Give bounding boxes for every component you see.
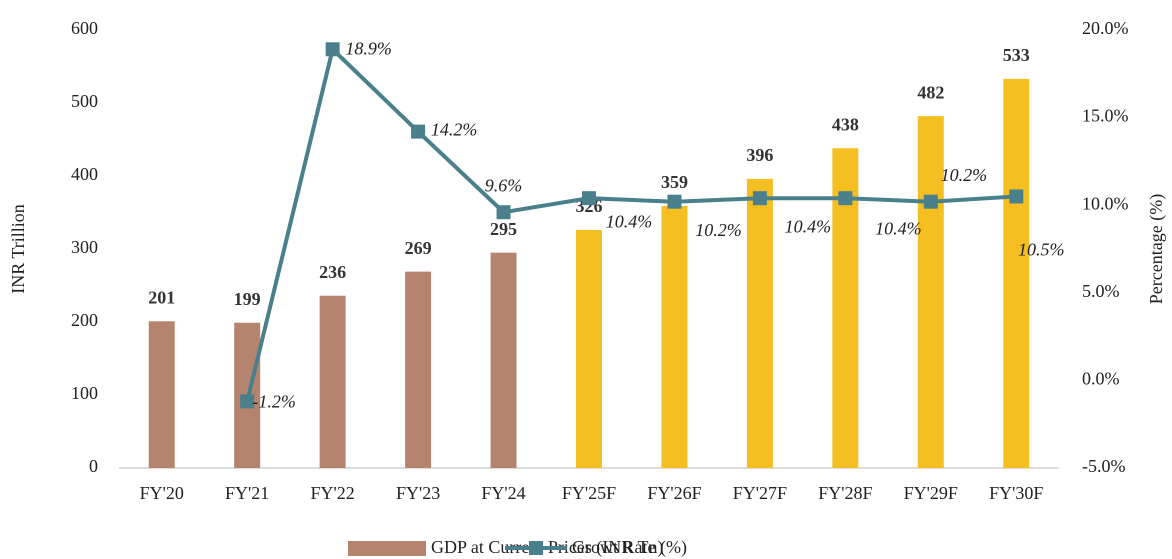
line-marker xyxy=(838,191,853,206)
y2-tick-label: 0.0% xyxy=(1082,369,1120,389)
x-tick-label: FY'26F xyxy=(647,483,701,503)
line-marker xyxy=(496,205,511,220)
bar xyxy=(1003,78,1030,468)
y-tick-label: 300 xyxy=(71,237,98,257)
y-tick-label: 100 xyxy=(71,383,98,403)
bar-value-label: 482 xyxy=(917,82,944,102)
line-marker xyxy=(582,191,596,206)
line-value-label: 10.5% xyxy=(1018,240,1065,260)
line-marker xyxy=(325,42,340,57)
y2-tick-label: -5.0% xyxy=(1082,456,1126,476)
x-tick-label: FY'20 xyxy=(140,483,184,503)
legend-label: Growt Rate (%) xyxy=(572,537,687,558)
bar-value-label: 438 xyxy=(832,114,859,134)
x-tick-label: FY'25F xyxy=(562,483,616,503)
bar-value-label: 396 xyxy=(746,145,773,165)
line-value-label: 10.4% xyxy=(875,218,922,238)
bar-value-label: 359 xyxy=(661,172,688,192)
line-value-label: 18.9% xyxy=(345,38,392,58)
x-tick-label: FY'23 xyxy=(396,483,440,503)
line-value-label: 10.4% xyxy=(785,216,832,236)
bar xyxy=(746,178,773,469)
bar xyxy=(319,295,346,468)
bar-value-label: 295 xyxy=(490,219,517,239)
x-tick-label: FY'21 xyxy=(225,483,269,503)
line-value-label: 14.2% xyxy=(431,120,478,140)
line-marker xyxy=(667,194,682,209)
y-tick-label: 200 xyxy=(71,310,98,330)
line-value-label: -1.2% xyxy=(252,392,296,412)
legend-swatch xyxy=(348,541,426,556)
line-value-label: 10.4% xyxy=(606,211,653,231)
x-tick-label: FY'24 xyxy=(481,483,525,503)
y-tick-label: 0 xyxy=(89,456,98,476)
growth-line xyxy=(245,45,1017,402)
line-value-label: 10.2% xyxy=(941,165,988,185)
y2-tick-label: 15.0% xyxy=(1082,106,1129,126)
bar xyxy=(148,321,175,468)
x-tick-label: FY'30F xyxy=(989,483,1043,503)
legend-swatch xyxy=(529,541,543,555)
bar xyxy=(661,205,688,468)
x-tick-label: FY'29F xyxy=(904,483,958,503)
x-tick-label: FY'28F xyxy=(818,483,872,503)
bar-value-label: 269 xyxy=(405,238,432,258)
bar xyxy=(576,230,602,468)
y-tick-label: 500 xyxy=(71,91,98,111)
bar-value-label: 533 xyxy=(1003,45,1030,65)
bar xyxy=(405,271,432,468)
line-marker xyxy=(752,191,767,206)
y-axis-title: INR Trillion xyxy=(8,204,28,294)
line-marker xyxy=(923,194,938,209)
line-value-label: 9.6% xyxy=(485,175,523,195)
y2-tick-label: 5.0% xyxy=(1082,281,1120,301)
line-value-label: 10.2% xyxy=(695,220,742,240)
bar-value-label: 236 xyxy=(319,262,346,282)
x-tick-label: FY'22 xyxy=(311,483,355,503)
y2-axis-title: Percentage (%) xyxy=(1146,194,1167,304)
bar-value-label: 201 xyxy=(148,287,175,307)
bar xyxy=(917,116,944,468)
x-tick-label: FY'27F xyxy=(733,483,787,503)
bar xyxy=(490,252,517,468)
line-marker xyxy=(240,394,255,409)
y2-tick-label: 10.0% xyxy=(1082,193,1129,213)
y2-tick-label: 20.0% xyxy=(1082,18,1129,38)
line-marker xyxy=(411,124,426,139)
y-tick-label: 400 xyxy=(71,164,98,184)
bar-value-label: 199 xyxy=(234,289,261,309)
line-marker xyxy=(1009,189,1024,204)
y-tick-label: 600 xyxy=(71,18,98,38)
